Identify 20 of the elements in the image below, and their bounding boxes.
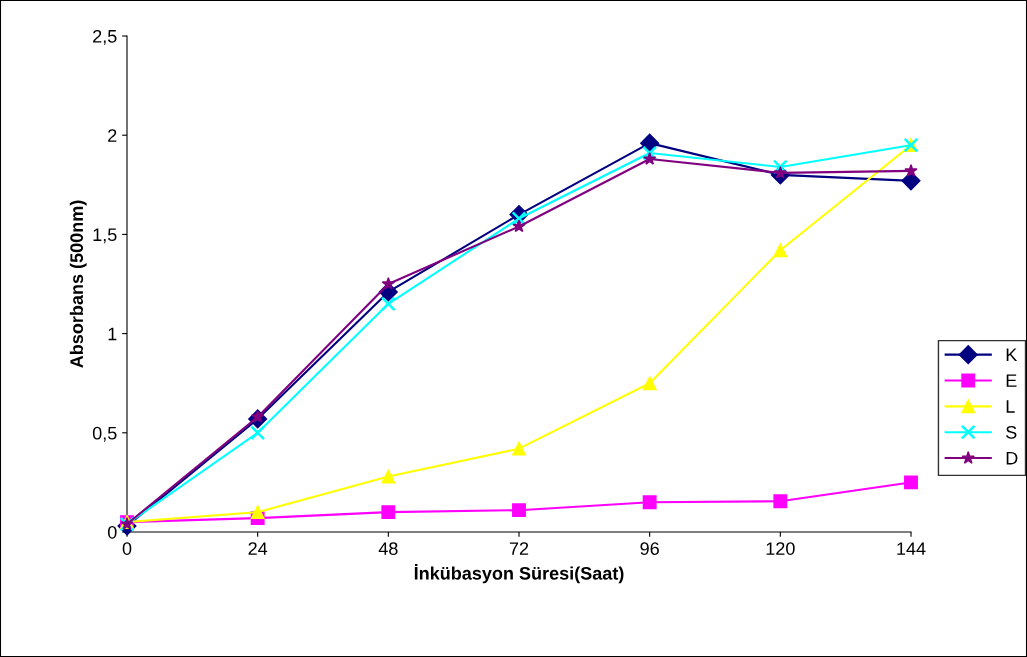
x-tick-label: 120 (766, 542, 795, 555)
legend-label: S (1006, 425, 1017, 439)
y-tick-label: 1 (108, 327, 117, 341)
y-tick-label: 0 (107, 525, 117, 539)
x-tick-label: 72 (509, 542, 529, 555)
y-axis-title: Absorbans (500nm) (69, 200, 87, 368)
legend-label: E (1006, 374, 1017, 387)
x-tick-label: 0 (122, 542, 132, 555)
y-tick-label: 0,5 (92, 426, 117, 442)
x-tick-label: 24 (248, 542, 268, 555)
legend-label: D (1006, 451, 1018, 465)
y-tick-label: 2 (108, 129, 117, 142)
y-tick-label: 1,5 (93, 228, 117, 244)
legend-label: K (1006, 348, 1018, 361)
x-axis-title: İnkübasyon Süresi(Saat) (414, 564, 624, 584)
legend-label: L (1006, 400, 1015, 413)
x-tick-label: 48 (378, 542, 398, 555)
x-tick-label: 144 (897, 542, 926, 555)
y-tick-label: 2,5 (93, 29, 117, 45)
x-tick-label: 96 (640, 542, 659, 555)
